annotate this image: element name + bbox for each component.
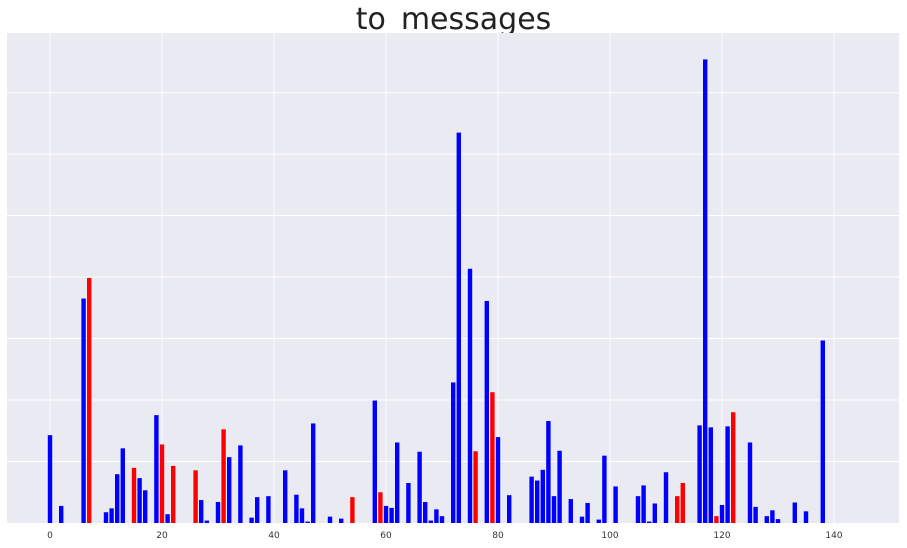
bar [714, 516, 719, 523]
bar [551, 496, 557, 523]
bar [215, 502, 221, 523]
bar [792, 502, 797, 523]
x-tick-label: 100 [601, 531, 618, 541]
bar [299, 508, 305, 523]
bar [473, 451, 478, 523]
bar [249, 517, 254, 523]
bar [417, 451, 422, 523]
bar [596, 519, 601, 523]
bar [602, 455, 607, 523]
bar [820, 340, 825, 523]
bar [680, 482, 685, 523]
bar [137, 478, 142, 523]
bar [529, 476, 534, 523]
bar [294, 494, 299, 523]
bar [171, 465, 176, 523]
bar [372, 400, 377, 523]
bar [456, 132, 461, 523]
bar [423, 502, 428, 523]
bar [585, 502, 590, 523]
bar [719, 504, 725, 523]
bar [378, 492, 383, 523]
bars [47, 59, 825, 524]
bar [579, 516, 585, 523]
bar [227, 457, 232, 523]
bar [484, 300, 489, 523]
bar [613, 486, 618, 523]
x-tick-label: 60 [380, 531, 392, 541]
bar [725, 426, 730, 523]
bar [47, 435, 53, 523]
bar [350, 497, 355, 523]
bar [535, 480, 540, 523]
bar [675, 496, 680, 523]
bar [199, 500, 204, 523]
bar [428, 520, 433, 523]
bar [143, 490, 148, 523]
bar [311, 423, 316, 523]
bar [339, 518, 344, 523]
bar [434, 509, 439, 523]
bar [327, 516, 333, 523]
bar [467, 268, 473, 523]
bar [406, 482, 411, 523]
bar [641, 485, 646, 523]
bar [764, 516, 769, 523]
x-tick-label: 80 [492, 531, 504, 541]
bar [383, 505, 389, 523]
bar [120, 448, 125, 523]
bar [109, 508, 114, 523]
x-tick-label: 40 [268, 531, 280, 541]
x-tick-label: 0 [47, 531, 53, 541]
bar [395, 442, 400, 523]
bar [81, 298, 86, 523]
x-axis-ticks: 0 20 40 60 80 100 120 140 [47, 531, 843, 541]
bar [568, 499, 573, 523]
bar [87, 278, 92, 523]
bar [770, 510, 775, 523]
bar [389, 507, 394, 523]
bar [221, 429, 226, 523]
bar [59, 505, 64, 523]
bar [115, 474, 120, 523]
bar [266, 496, 271, 523]
x-tick-label: 20 [156, 531, 168, 541]
x-tick-label: 120 [713, 531, 730, 541]
bar [803, 511, 809, 523]
bar [490, 392, 495, 523]
bar [159, 444, 165, 523]
bar [103, 512, 109, 523]
bar [238, 445, 243, 523]
bar [652, 503, 657, 523]
x-tick-label: 140 [825, 531, 842, 541]
bar [507, 495, 512, 523]
bar [305, 521, 310, 523]
bar [439, 516, 445, 523]
bar [193, 470, 198, 523]
bar [204, 520, 209, 523]
bar [647, 521, 652, 523]
bar [451, 382, 456, 523]
bar [753, 506, 758, 523]
bar [131, 467, 137, 523]
bar [154, 415, 159, 523]
bar [546, 421, 551, 523]
bar [165, 514, 170, 523]
bar [703, 59, 708, 524]
bar [697, 425, 702, 523]
bar [255, 497, 260, 523]
bar [775, 519, 781, 523]
bar [747, 442, 753, 523]
bar [495, 437, 501, 523]
bar [283, 470, 288, 523]
bar [663, 472, 669, 523]
bar [557, 450, 562, 523]
bar [731, 412, 736, 523]
bar [635, 496, 641, 523]
bar [540, 469, 545, 523]
bar [708, 427, 713, 523]
chart-title: to_messages [355, 2, 552, 37]
